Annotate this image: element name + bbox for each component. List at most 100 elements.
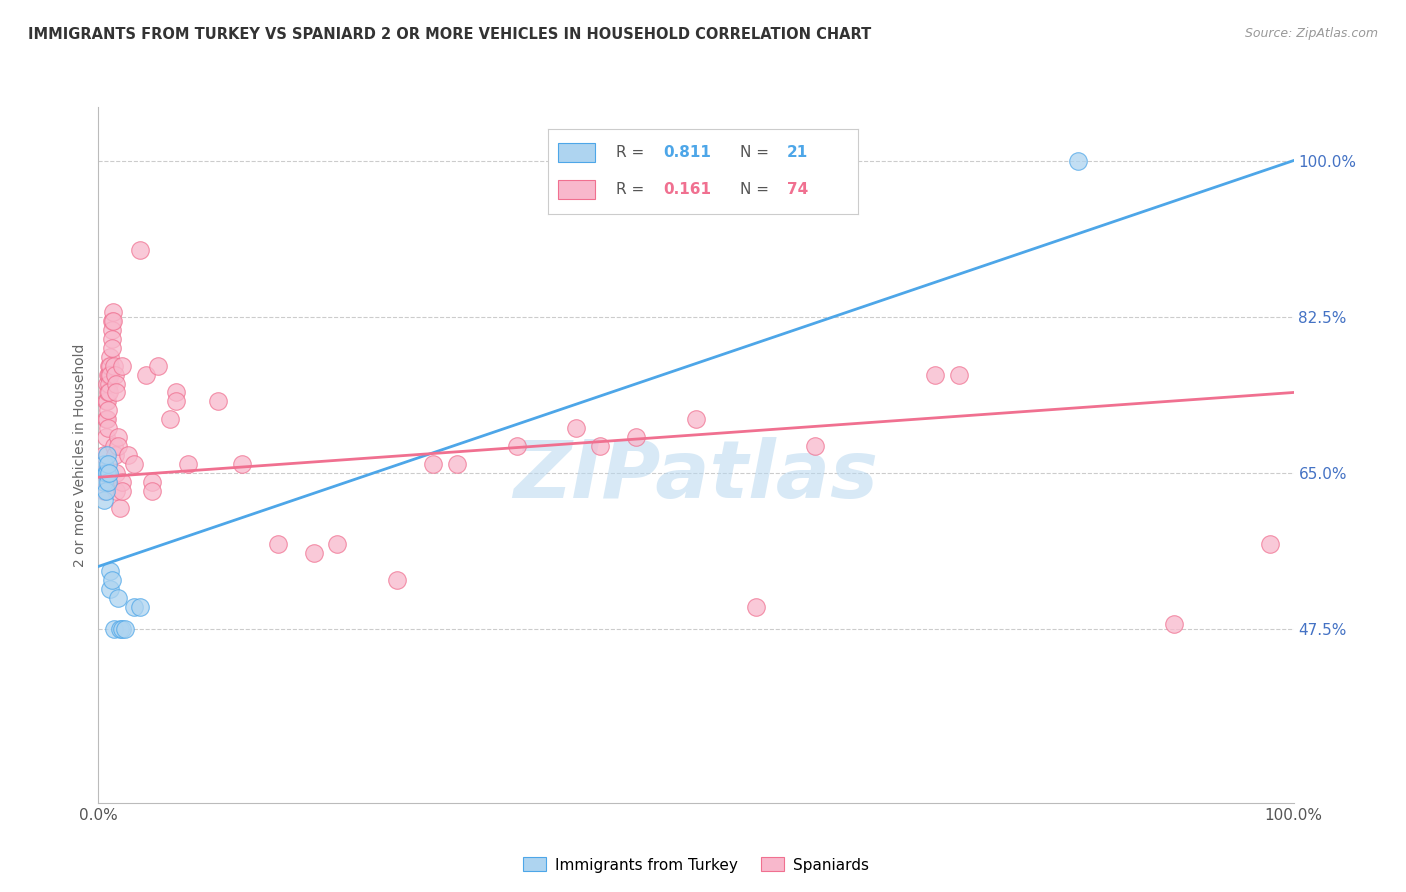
Point — [98, 359, 121, 373]
Point — [97, 385, 120, 400]
Point — [107, 591, 129, 605]
Point — [111, 622, 134, 636]
Y-axis label: 2 or more Vehicles in Household: 2 or more Vehicles in Household — [73, 343, 87, 566]
Point — [100, 573, 122, 587]
Point — [98, 368, 121, 382]
Point — [98, 376, 121, 391]
Point — [100, 332, 122, 346]
Point — [100, 341, 122, 355]
Legend: Immigrants from Turkey, Spaniards: Immigrants from Turkey, Spaniards — [517, 851, 875, 879]
Point — [104, 448, 127, 462]
Point — [105, 376, 128, 391]
Point — [129, 243, 152, 257]
Point — [924, 368, 946, 382]
Point — [114, 622, 136, 636]
Point — [105, 385, 128, 400]
Point — [1258, 537, 1281, 551]
Point — [108, 501, 131, 516]
Point — [93, 492, 115, 507]
Point — [98, 582, 122, 596]
Point — [129, 599, 152, 614]
Point — [141, 483, 163, 498]
Point — [422, 457, 444, 471]
Point — [385, 573, 409, 587]
Point — [1067, 153, 1090, 168]
Point — [98, 466, 121, 480]
Point — [93, 466, 115, 480]
Point — [98, 350, 122, 364]
Point — [148, 359, 170, 373]
Point — [94, 394, 117, 409]
Point — [685, 412, 707, 426]
Point — [165, 394, 187, 409]
Point — [326, 537, 349, 551]
Point — [135, 368, 157, 382]
Point — [96, 466, 118, 480]
Point — [93, 483, 115, 498]
FancyBboxPatch shape — [558, 180, 595, 199]
Point — [565, 421, 588, 435]
Point — [828, 180, 851, 194]
Point — [94, 412, 117, 426]
Text: 74: 74 — [786, 182, 808, 197]
Point — [103, 359, 125, 373]
Point — [231, 457, 253, 471]
Text: ZIPatlas: ZIPatlas — [513, 437, 879, 515]
Point — [103, 439, 125, 453]
Point — [111, 483, 134, 498]
Point — [107, 430, 129, 444]
Point — [101, 314, 124, 328]
Point — [98, 385, 121, 400]
Point — [506, 439, 529, 453]
FancyBboxPatch shape — [558, 143, 595, 161]
Point — [96, 376, 118, 391]
Point — [101, 305, 124, 319]
Point — [97, 403, 120, 417]
Point — [111, 475, 134, 489]
Point — [98, 564, 122, 578]
Point — [111, 359, 134, 373]
Text: 0.161: 0.161 — [662, 182, 711, 197]
Point — [745, 599, 768, 614]
Point — [97, 475, 120, 489]
Point — [93, 475, 115, 489]
Point — [124, 599, 146, 614]
Point — [105, 483, 128, 498]
Point — [100, 314, 122, 328]
Point — [124, 457, 146, 471]
Point — [94, 430, 117, 444]
Point — [96, 448, 118, 462]
Point — [100, 323, 122, 337]
Point — [589, 439, 612, 453]
Point — [108, 622, 131, 636]
Point — [103, 622, 125, 636]
Text: 21: 21 — [786, 145, 808, 160]
Point — [94, 483, 117, 498]
Text: R =: R = — [616, 145, 650, 160]
Text: N =: N = — [740, 182, 773, 197]
Text: Source: ZipAtlas.com: Source: ZipAtlas.com — [1244, 27, 1378, 40]
Point — [94, 466, 117, 480]
Point — [117, 448, 139, 462]
Point — [93, 457, 115, 471]
Point — [107, 439, 129, 453]
Point — [1163, 617, 1185, 632]
Point — [97, 421, 120, 435]
Point — [97, 368, 120, 382]
Point — [446, 457, 468, 471]
Point — [104, 368, 127, 382]
Point — [948, 368, 970, 382]
Point — [207, 394, 229, 409]
Point — [177, 457, 200, 471]
Text: N =: N = — [740, 145, 773, 160]
Point — [626, 430, 648, 444]
Point — [105, 466, 128, 480]
Point — [98, 368, 122, 382]
Point — [267, 537, 290, 551]
Point — [98, 359, 122, 373]
Text: IMMIGRANTS FROM TURKEY VS SPANIARD 2 OR MORE VEHICLES IN HOUSEHOLD CORRELATION C: IMMIGRANTS FROM TURKEY VS SPANIARD 2 OR … — [28, 27, 872, 42]
Point — [93, 448, 115, 462]
Text: R =: R = — [616, 182, 650, 197]
Point — [97, 457, 120, 471]
Point — [96, 394, 118, 409]
